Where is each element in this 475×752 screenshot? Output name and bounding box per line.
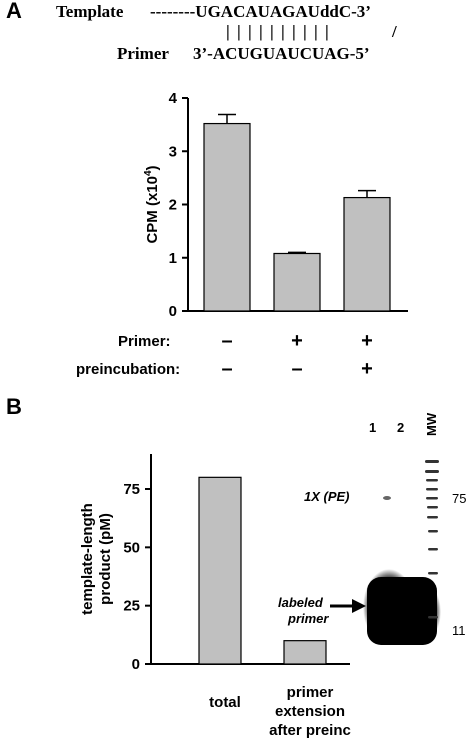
- template-label: Template: [56, 2, 124, 21]
- sign-preinc-1: –: [221, 358, 233, 380]
- category-label-primer-extension-1: primer: [286, 684, 334, 701]
- panel-b-letter: B: [6, 394, 22, 419]
- sign-preinc-3: +: [361, 358, 373, 380]
- gel-pe-band-label: 1X (PE): [304, 489, 350, 504]
- sign-primer-1: –: [221, 330, 233, 352]
- y-tick-label: 75: [123, 481, 140, 498]
- y-tick-label: 0: [169, 303, 177, 320]
- y-tick-label: 3: [169, 143, 177, 160]
- pairing-marks: | | | | | | | | | |: [226, 22, 331, 41]
- gel-marker-75: 75: [452, 491, 467, 506]
- y-tick-label: 25: [123, 598, 140, 615]
- bar-3: [343, 196, 391, 312]
- y-axis-label: template-lengthproduct (pM): [79, 503, 114, 615]
- bar-2: [283, 640, 327, 665]
- gel-primer-label-line1: labeled: [278, 595, 323, 610]
- y-tick-label: 0: [132, 656, 140, 673]
- chart-b: 0 25 50 75 template-lengthproduct (pM): [79, 454, 350, 673]
- gel-lane-1-label: 1: [369, 420, 377, 435]
- category-label-primer-extension-2: extension: [274, 703, 346, 720]
- bar-1: [203, 122, 251, 312]
- row-label-preincubation: preincubation:: [76, 361, 181, 378]
- gel-mw-ladder: [425, 460, 439, 619]
- gel-lane-2-label: 2: [397, 420, 405, 435]
- y-axis-label: CPM (x104): [143, 165, 161, 243]
- category-label-primer-extension-3: after preinc: [269, 722, 351, 739]
- primer-label: Primer: [117, 44, 169, 63]
- mismatch-slash: /: [392, 22, 397, 41]
- y-tick-label: 2: [169, 197, 177, 214]
- panel-a-letter: A: [6, 0, 22, 23]
- gel-lane-mw-label: MW: [424, 412, 439, 436]
- y-tick-label: 50: [123, 539, 140, 556]
- chart-a: 0 1 2 3 4 CPM (x104): [143, 90, 408, 320]
- gel-pe-band: [383, 496, 391, 500]
- sign-primer-2: +: [291, 330, 303, 352]
- category-label-total: total: [209, 694, 241, 711]
- gel-primer-band-core: [367, 577, 437, 645]
- gel-image: [361, 434, 475, 662]
- y-tick-label: 1: [169, 250, 177, 267]
- gel-marker-11: 11: [452, 623, 466, 638]
- sign-primer-3: +: [361, 330, 373, 352]
- bar-1: [198, 476, 242, 665]
- bar-2: [273, 252, 321, 312]
- row-label-primer: Primer:: [118, 333, 171, 350]
- template-sequence: --------UGACAUAGAUddC-3’: [150, 2, 371, 21]
- y-tick-label: 4: [169, 90, 178, 107]
- primer-sequence: 3’-ACUGUAUCUAG-5’: [193, 44, 370, 63]
- gel-primer-label-line2: primer: [288, 611, 329, 626]
- sign-preinc-2: –: [291, 358, 303, 380]
- gel-primer-arrow: [330, 599, 366, 613]
